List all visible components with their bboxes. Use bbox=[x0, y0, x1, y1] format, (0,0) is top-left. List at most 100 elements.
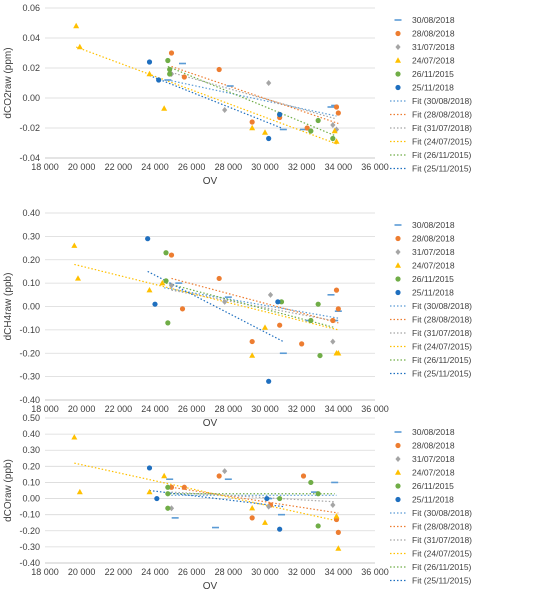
y-tick-label: -0.10 bbox=[19, 325, 40, 335]
data-point bbox=[165, 491, 171, 497]
x-tick-label: 30 000 bbox=[251, 404, 279, 414]
data-point bbox=[249, 515, 255, 521]
data-point bbox=[146, 59, 153, 65]
y-axis-label: dCO2raw (ppm) bbox=[3, 47, 14, 118]
y-tick-label: 0.06 bbox=[22, 3, 40, 13]
data-point bbox=[315, 491, 321, 497]
y-tick-label: 0.00 bbox=[22, 93, 40, 103]
chart-panel-1: -0.04 -0.02 0.00 0.02 0.04 0.06 18 000 20 000 22… bbox=[3, 3, 472, 187]
y-tick-label: -0.40 bbox=[19, 558, 40, 568]
legend-swatch bbox=[395, 30, 401, 37]
legend-swatch bbox=[395, 235, 401, 242]
x-tick-label: 26 000 bbox=[178, 404, 206, 414]
fit-line bbox=[165, 282, 335, 329]
y-tick-label: -0.30 bbox=[19, 372, 40, 382]
data-point bbox=[299, 341, 305, 347]
x-tick-label: 36 000 bbox=[361, 567, 389, 577]
fit-line bbox=[74, 462, 339, 522]
data-point bbox=[161, 105, 168, 111]
x-tick-label: 32 000 bbox=[288, 162, 316, 172]
legend-swatch bbox=[395, 469, 401, 475]
x-tick-label: 22 000 bbox=[105, 162, 133, 172]
data-point bbox=[159, 279, 166, 286]
data-point bbox=[146, 488, 153, 495]
legend-label: Fit (31/07/2018) bbox=[412, 328, 472, 338]
data-point bbox=[331, 127, 338, 134]
data-point bbox=[165, 320, 171, 326]
x-axis-label: OV bbox=[203, 581, 218, 592]
data-point bbox=[330, 122, 336, 128]
x-tick-label: 24 000 bbox=[141, 162, 169, 172]
data-point bbox=[315, 117, 321, 124]
legend-label: 25/11/2018 bbox=[412, 495, 454, 505]
legend-label: Fit (31/07/2018) bbox=[412, 123, 472, 133]
legend-label: Fit (25/11/2015) bbox=[412, 164, 472, 174]
x-tick-label: 28 000 bbox=[215, 567, 243, 577]
data-point bbox=[216, 66, 222, 73]
legend-label: 30/08/2018 bbox=[412, 427, 455, 437]
data-point bbox=[277, 322, 283, 328]
data-point bbox=[262, 129, 268, 135]
legend-label: Fit (24/07/2015) bbox=[412, 137, 472, 147]
legend-label: 24/07/2018 bbox=[412, 468, 455, 478]
data-point bbox=[335, 350, 342, 356]
data-point bbox=[216, 473, 222, 479]
data-point bbox=[163, 278, 169, 284]
data-point bbox=[315, 523, 321, 529]
legend-label: 31/07/2018 bbox=[412, 247, 455, 257]
legend-swatch bbox=[395, 71, 401, 77]
data-point bbox=[222, 468, 228, 475]
data-point bbox=[146, 465, 153, 471]
y-tick-label: -0.30 bbox=[19, 542, 40, 552]
legend-label: Fit (25/11/2015) bbox=[412, 369, 472, 379]
data-point bbox=[278, 299, 285, 305]
legend-label: 26/11/2015 bbox=[412, 481, 454, 491]
legend-label: Fit (24/07/2015) bbox=[412, 549, 472, 559]
y-tick-label: 0.04 bbox=[22, 33, 40, 43]
fit-line bbox=[171, 65, 339, 125]
data-point bbox=[266, 135, 272, 142]
data-point bbox=[165, 57, 171, 64]
data-point bbox=[181, 74, 187, 80]
data-point bbox=[167, 66, 173, 73]
y-tick-label: -0.04 bbox=[19, 153, 40, 163]
legend-swatch bbox=[395, 262, 401, 268]
x-tick-label: 36 000 bbox=[361, 404, 389, 414]
legend-label: 26/11/2015 bbox=[412, 69, 454, 79]
x-tick-label: 18 000 bbox=[31, 162, 59, 172]
legend-label: 26/11/2015 bbox=[412, 274, 454, 284]
data-point bbox=[317, 352, 323, 359]
data-point bbox=[163, 250, 169, 256]
legend-swatch bbox=[395, 456, 401, 462]
data-point bbox=[315, 301, 321, 307]
fit-line bbox=[171, 486, 339, 514]
y-tick-label: 0.50 bbox=[22, 413, 40, 423]
y-tick-label: 0.30 bbox=[22, 231, 40, 241]
data-point bbox=[333, 104, 340, 110]
x-tick-label: 32 000 bbox=[288, 404, 316, 414]
data-point bbox=[168, 505, 175, 512]
data-point bbox=[266, 378, 272, 384]
legend-swatch bbox=[395, 44, 401, 50]
legend-swatch bbox=[395, 483, 401, 489]
x-tick-label: 30 000 bbox=[251, 162, 279, 172]
legend: 30/08/2018 28/08/2018 31/07/2018 24/07/2018… bbox=[390, 427, 472, 586]
x-tick-label: 34 000 bbox=[325, 162, 353, 172]
data-point bbox=[181, 484, 187, 490]
y-tick-label: -0.20 bbox=[19, 526, 40, 536]
legend-label: 30/08/2018 bbox=[412, 15, 455, 25]
fit-line bbox=[171, 491, 335, 503]
legend-label: 28/08/2018 bbox=[412, 441, 455, 451]
fit-line bbox=[164, 287, 339, 319]
data-point bbox=[335, 110, 341, 116]
legend-label: 25/11/2018 bbox=[412, 83, 454, 93]
legend-label: Fit (26/11/2015) bbox=[412, 150, 472, 160]
data-point bbox=[330, 317, 336, 324]
data-point bbox=[154, 495, 160, 502]
y-tick-label: 0.40 bbox=[22, 208, 40, 218]
legend: 30/08/2018 28/08/2018 31/07/2018 24/07/2018… bbox=[390, 220, 472, 379]
fit-line bbox=[171, 277, 339, 324]
x-tick-label: 34 000 bbox=[325, 404, 353, 414]
legend-label: Fit (31/07/2018) bbox=[412, 535, 472, 545]
